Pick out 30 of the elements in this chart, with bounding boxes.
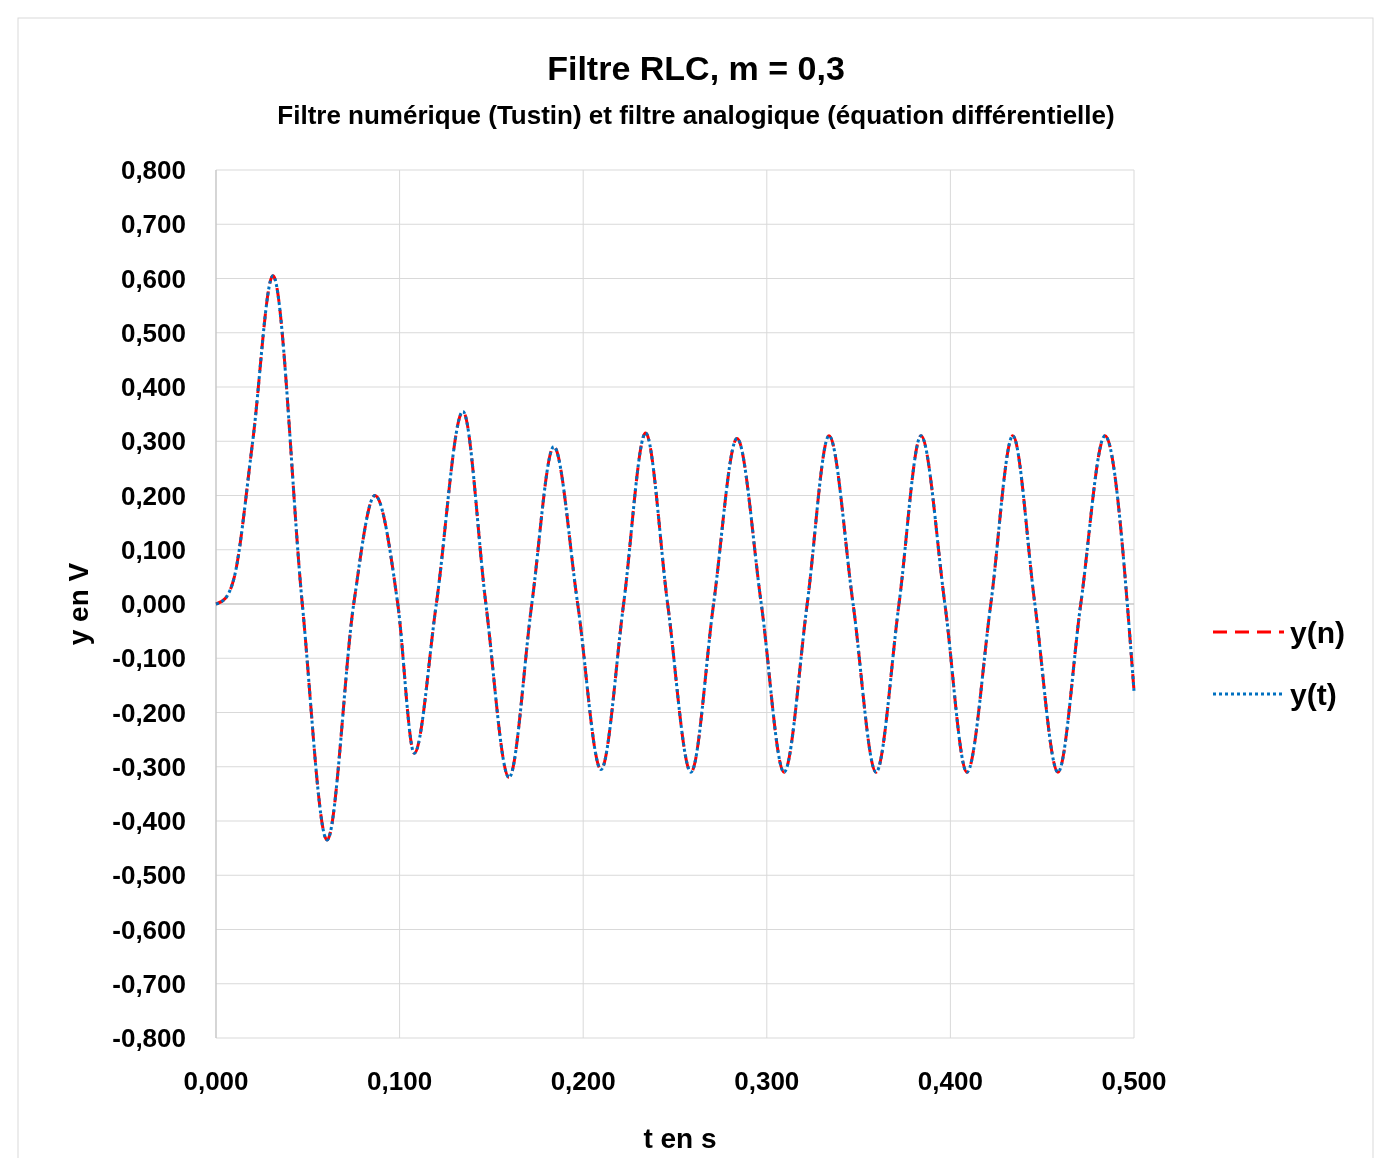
y-tick-label: -0,400 xyxy=(112,806,186,837)
y-tick-label: 0,400 xyxy=(120,372,186,403)
y-tick-label: -0,100 xyxy=(112,643,186,674)
y-tick-label: 0,600 xyxy=(120,263,186,294)
x-tick-label: 0,400 xyxy=(917,1066,983,1096)
line-series xyxy=(214,274,1136,842)
chart-subtitle: Filtre numérique (Tustin) et filtre analogique (équation différentielle) xyxy=(277,100,1115,130)
y-tick-label: 0,300 xyxy=(120,426,186,457)
y-tick-label: 0,000 xyxy=(120,589,186,620)
x-tick-label: 0,000 xyxy=(183,1066,249,1096)
legend-label: y(t) xyxy=(1290,677,1337,711)
y-tick-label: -0,300 xyxy=(112,751,186,782)
x-tick-label: 0,100 xyxy=(367,1066,433,1096)
y-tick-label: 0,100 xyxy=(120,534,186,565)
x-tick-label: 0,200 xyxy=(550,1066,616,1096)
y-axis-title: y en V xyxy=(63,562,94,646)
x-axis-title: t en s xyxy=(643,1123,717,1154)
x-tick-label: 0,500 xyxy=(1101,1066,1167,1096)
y-tick-label: -0,500 xyxy=(112,860,186,891)
y-tick-label: -0,200 xyxy=(112,697,186,728)
y-tick-label: -0,600 xyxy=(112,914,186,945)
y-tick-label: 0,500 xyxy=(120,317,186,348)
x-tick-label: 0,300 xyxy=(734,1066,800,1096)
y-tick-label: 0,700 xyxy=(120,209,186,240)
y-tick-label: -0,700 xyxy=(112,968,186,999)
y-tick-label: 0,200 xyxy=(120,480,186,511)
chart-title: Filtre RLC, m = 0,3 xyxy=(547,49,845,87)
y-tick-label: 0,800 xyxy=(120,155,186,186)
y-tick-label: -0,800 xyxy=(112,1023,186,1054)
legend-label: y(n) xyxy=(1290,615,1345,649)
